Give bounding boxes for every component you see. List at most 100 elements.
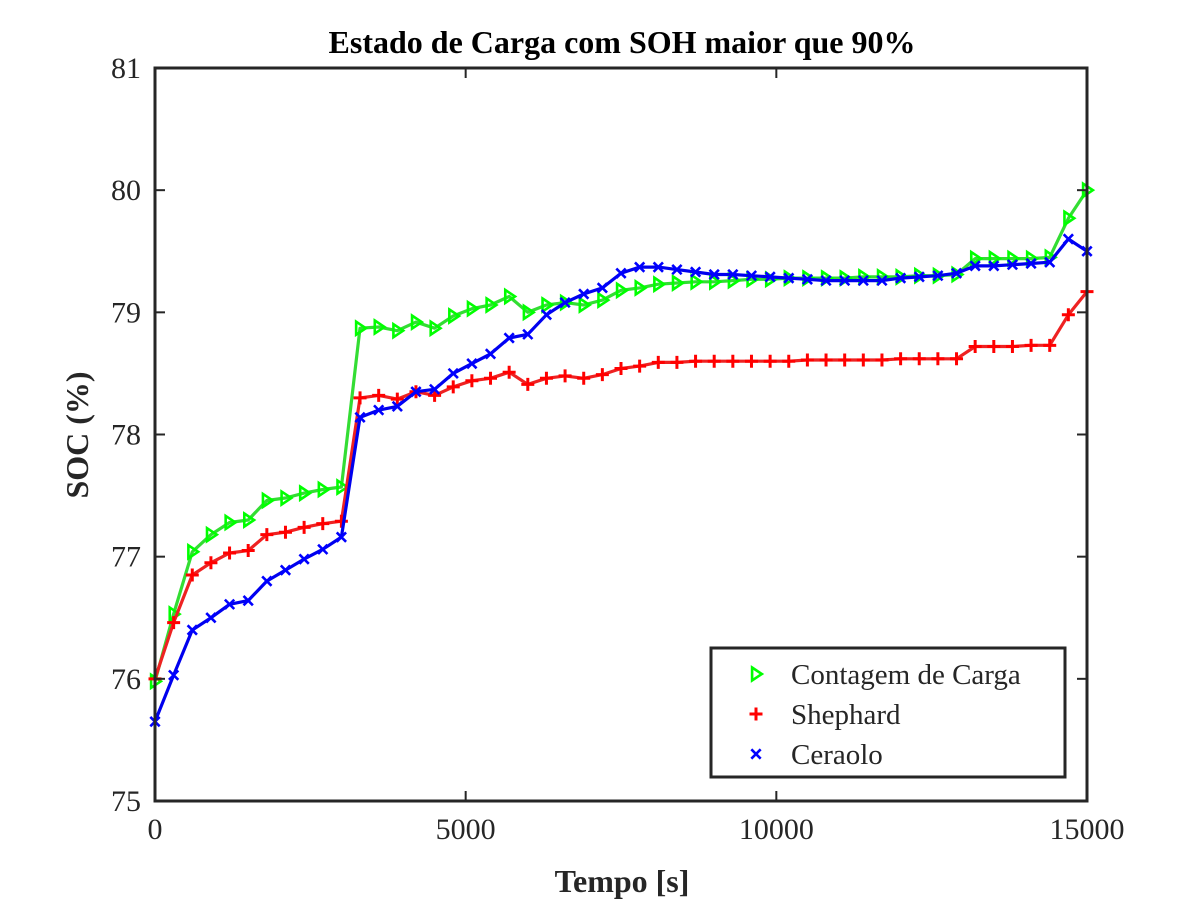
data-point	[595, 368, 609, 382]
data-point	[634, 278, 648, 297]
data-point	[354, 319, 369, 338]
data-point	[278, 525, 292, 539]
data-point	[559, 293, 574, 312]
data-point	[373, 404, 385, 416]
data-point	[1062, 233, 1074, 245]
data-point	[931, 352, 945, 366]
y-tick-label: 79	[111, 296, 141, 329]
data-point	[800, 353, 814, 367]
data-point	[466, 299, 481, 318]
data-point	[820, 274, 832, 287]
data-point	[243, 511, 257, 529]
legend-item: Shephard	[749, 699, 901, 731]
data-point	[950, 267, 963, 279]
data-point	[689, 354, 703, 368]
x-axis-title: Tempo [s]	[555, 863, 690, 899]
legend-item: Ceraolo	[750, 739, 883, 771]
data-point	[950, 352, 964, 366]
legend-label: Shephard	[791, 699, 901, 731]
data-point	[390, 392, 404, 406]
data-point	[670, 355, 684, 369]
data-point	[392, 321, 406, 340]
data-point	[260, 528, 274, 542]
data-point	[261, 575, 273, 587]
chart-title: Estado de Carga com SOH maior que 90%	[329, 24, 916, 60]
data-point	[280, 489, 294, 507]
data-point	[410, 386, 422, 398]
data-point	[1061, 308, 1075, 322]
data-point	[912, 352, 926, 366]
data-point	[671, 274, 686, 292]
data-point	[577, 371, 591, 385]
data-point	[465, 374, 479, 388]
data-point	[558, 369, 572, 383]
data-point	[205, 525, 220, 544]
y-tick-label: 78	[111, 419, 141, 452]
data-point	[783, 272, 795, 284]
data-point	[503, 287, 518, 306]
data-point	[559, 296, 571, 309]
data-point	[522, 303, 536, 322]
data-point	[224, 513, 238, 532]
data-point	[633, 359, 647, 373]
data-point	[448, 307, 462, 325]
data-point	[969, 260, 981, 272]
x-tick-label: 5000	[436, 813, 496, 846]
legend: Contagem de Carga Shephard Ceraolo	[709, 646, 1067, 779]
data-point	[653, 275, 667, 294]
legend-label: Contagem de Carga	[791, 659, 1021, 691]
data-point	[932, 270, 944, 282]
data-point	[484, 371, 498, 385]
data-point	[578, 296, 592, 314]
data-point	[522, 328, 534, 340]
data-point	[429, 383, 441, 395]
data-point	[1007, 249, 1021, 268]
data-point	[690, 272, 704, 291]
y-tick-label: 80	[111, 174, 141, 207]
data-point	[372, 388, 386, 402]
data-point	[782, 354, 796, 368]
legend-item: Contagem de Carga	[750, 659, 1021, 691]
data-point	[895, 272, 907, 284]
data-point	[745, 270, 758, 282]
data-point	[446, 380, 460, 394]
data-point	[539, 371, 553, 385]
y-tick-label: 75	[111, 785, 141, 818]
data-point	[298, 484, 313, 503]
data-point	[316, 517, 330, 531]
data-point	[186, 624, 198, 636]
data-point	[838, 353, 852, 367]
data-point	[205, 612, 217, 624]
data-point	[726, 354, 740, 368]
data-point	[708, 268, 720, 281]
data-point	[241, 544, 255, 558]
data-point	[1005, 340, 1019, 354]
y-tick-label: 76	[111, 663, 141, 696]
data-point	[485, 296, 499, 314]
data-point	[540, 309, 553, 321]
data-point	[541, 296, 555, 314]
data-point	[615, 281, 630, 300]
data-point	[503, 332, 515, 344]
data-point	[353, 391, 367, 405]
data-point	[596, 282, 608, 294]
data-point	[652, 261, 664, 273]
data-point	[373, 318, 387, 336]
data-point	[204, 556, 218, 570]
series-1	[148, 285, 1094, 686]
data-point	[615, 267, 627, 279]
x-tick-label: 10000	[739, 813, 814, 846]
data-point	[651, 355, 665, 369]
data-point	[317, 480, 331, 499]
data-point	[597, 291, 611, 310]
axes: 0 5000 10000 15000 75 76 77 78 79 80 81	[111, 52, 1125, 846]
legend-box	[709, 646, 1067, 779]
data-point	[875, 353, 889, 367]
legend-marker	[750, 665, 765, 683]
data-point	[1043, 338, 1057, 352]
data-point	[913, 271, 925, 283]
data-point	[185, 568, 199, 582]
data-point	[410, 313, 425, 332]
data-point	[447, 367, 459, 380]
data-point	[466, 358, 478, 370]
